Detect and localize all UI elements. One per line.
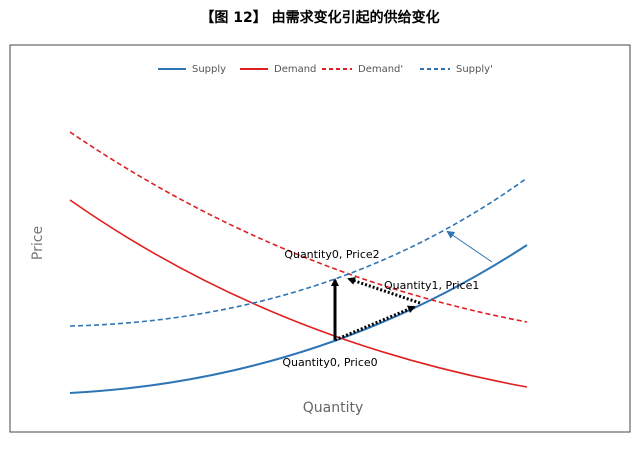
- supply-curve: [69, 244, 528, 394]
- demand-curve: [69, 199, 528, 388]
- legend-label: Supply: [192, 64, 226, 75]
- shift-arrow: [446, 230, 493, 263]
- demand-prime-curve: [69, 131, 528, 323]
- annotation: Quantity1, Price1: [384, 279, 479, 292]
- y-axis-label: Price: [30, 226, 46, 260]
- legend-label: Supply': [456, 64, 493, 75]
- frame: [9, 44, 631, 433]
- x-axis-label: Quantity: [303, 400, 364, 416]
- annotation: Quantity0, Price0: [282, 356, 377, 369]
- legend-label: Demand': [358, 64, 403, 75]
- supply-prime-curve: [69, 177, 528, 327]
- annotation: Quantity0, Price2: [284, 248, 379, 261]
- title: 【图 12】 由需求变化引起的供给变化: [200, 9, 439, 26]
- arrow: [347, 277, 421, 305]
- legend: Supply Demand Demand' Supply': [158, 64, 493, 75]
- legend-label: Demand: [274, 64, 316, 75]
